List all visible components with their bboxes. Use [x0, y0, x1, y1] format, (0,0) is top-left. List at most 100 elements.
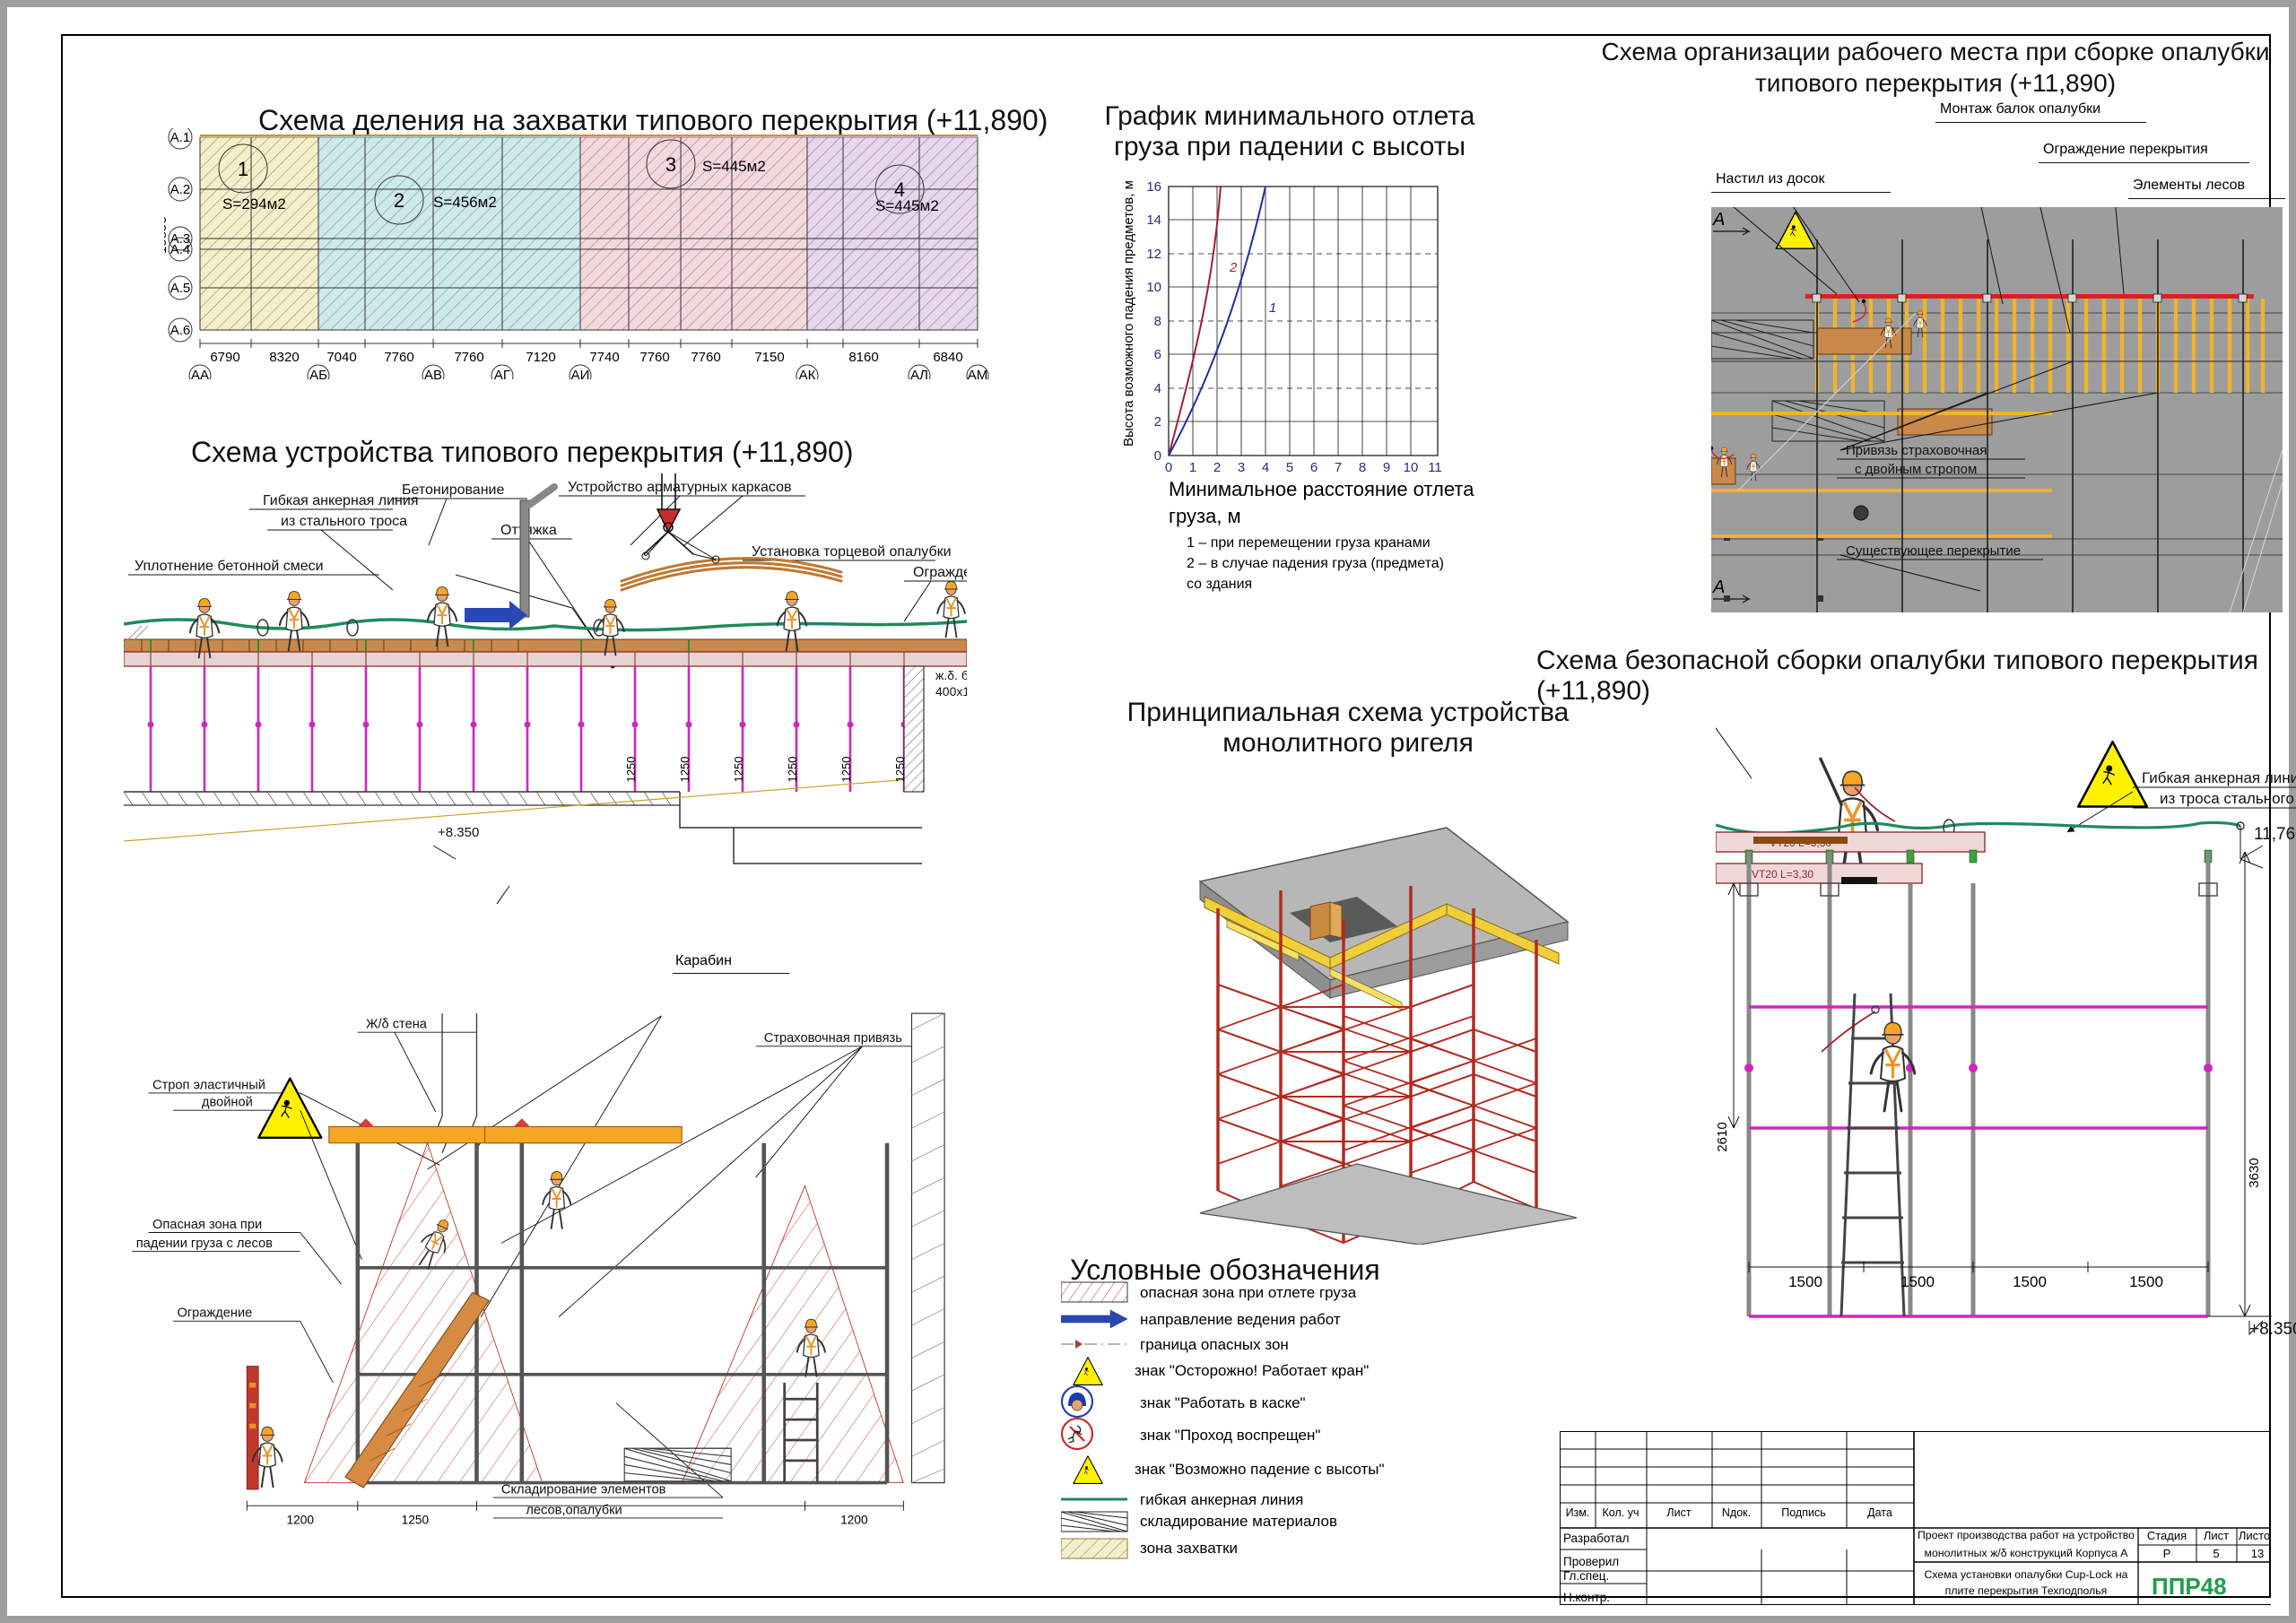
svg-text:+8.350: +8.350 [2249, 1320, 2296, 1339]
svg-text:Листов: Листов [2239, 1529, 2271, 1542]
svg-text:Строп эластичный: Строп эластичный [152, 1078, 265, 1092]
svg-text:двойной: двойной [202, 1096, 253, 1110]
svg-text:9: 9 [1383, 460, 1390, 475]
svg-text:19890: 19890 [164, 216, 170, 254]
svg-text:1500: 1500 [2129, 1273, 2163, 1290]
svg-text:VT20 L=3,30: VT20 L=3,30 [1752, 868, 1813, 881]
svg-text:AГ: AГ [494, 368, 510, 379]
svg-text:Гл.спец.: Гл.спец. [1563, 1569, 1609, 1583]
svg-text:8320: 8320 [269, 350, 299, 365]
svg-text:+8.350: +8.350 [438, 825, 479, 840]
svg-text:7150: 7150 [754, 350, 784, 365]
svg-text:A.6: A.6 [170, 323, 191, 338]
svg-text:Стадия: Стадия [2147, 1529, 2187, 1542]
svg-text:направление ведения работ: направление ведения работ [1140, 1311, 1341, 1328]
svg-text:7760: 7760 [454, 350, 483, 365]
svg-text:из стального троса: из стального троса [281, 514, 407, 529]
svg-text:A.2: A.2 [170, 182, 191, 197]
svg-text:из троса стального: из троса стального [2160, 790, 2294, 807]
svg-text:1500: 1500 [1900, 1273, 1935, 1290]
svg-text:Существующее перекрытие: Существующее перекрытие [1846, 543, 2021, 559]
svg-text:S=445м2: S=445м2 [702, 158, 766, 175]
svg-text:AИ: AИ [571, 368, 590, 379]
svg-text:Бетонирование: Бетонирование [402, 482, 504, 498]
svg-text:1200: 1200 [840, 1513, 868, 1526]
svg-text:2: 2 [1213, 460, 1221, 475]
svg-text:16: 16 [1146, 179, 1161, 195]
svg-text:A.5: A.5 [170, 281, 191, 296]
svg-text:1: 1 [238, 158, 248, 180]
svg-text:Минимальное расстояние отлета: Минимальное расстояние отлета [1169, 478, 1474, 500]
svg-text:1500: 1500 [2013, 1273, 2047, 1290]
svg-text:AВ: AВ [424, 368, 442, 379]
svg-text:Ограждение: Ограждение [913, 565, 967, 580]
svg-text:плите перекрытия Техподполья: плите перекрытия Техподполья [1945, 1584, 2108, 1597]
svg-text:ППР48: ППР48 [2152, 1573, 2227, 1600]
svg-text:Высота возможного падения пред: Высота возможного падения предметов, м [1121, 180, 1136, 447]
svg-text:0: 0 [1165, 460, 1172, 475]
svg-text:1250: 1250 [893, 757, 907, 783]
svg-text:1250: 1250 [839, 757, 853, 783]
svg-text:Разработал: Разработал [1563, 1532, 1629, 1545]
svg-text:Проверил: Проверил [1563, 1555, 1619, 1568]
svg-text:Р: Р [2163, 1547, 2171, 1560]
svg-text:5: 5 [1286, 460, 1293, 475]
svg-text:3: 3 [665, 153, 676, 176]
svg-text:1: 1 [1269, 300, 1276, 316]
svg-text:A: A [1712, 577, 1725, 597]
svg-text:7: 7 [1335, 460, 1342, 475]
svg-text:AБ: AБ [309, 368, 327, 379]
svg-text:знак "Осторожно! Работает кран: знак "Осторожно! Работает кран" [1135, 1362, 1369, 1379]
svg-text:Лист: Лист [2204, 1529, 2229, 1542]
svg-text:Н.контр.: Н.контр. [1563, 1591, 1610, 1604]
svg-text:Установка торцевой опалубки: Установка торцевой опалубки [752, 544, 952, 560]
svg-text:Nдок.: Nдок. [1722, 1506, 1751, 1519]
svg-text:S=456м2: S=456м2 [433, 194, 497, 211]
svg-text:S=445м2: S=445м2 [875, 197, 939, 214]
svg-text:AК: AК [799, 368, 816, 379]
svg-text:7760: 7760 [639, 350, 669, 365]
svg-text:ж.δ. балка: ж.δ. балка [935, 668, 967, 682]
svg-text:Схема установки опалубки Cup-L: Схема установки опалубки Cup-Lock на [1925, 1568, 2128, 1581]
svg-text:AМ: AМ [968, 368, 988, 379]
svg-text:2: 2 [394, 189, 404, 212]
svg-text:зона захватки: зона захватки [1140, 1540, 1238, 1557]
svg-text:4: 4 [1154, 381, 1161, 396]
svg-text:12: 12 [1146, 247, 1161, 262]
svg-text:7760: 7760 [691, 350, 720, 365]
svg-text:S=294м2: S=294м2 [222, 195, 286, 213]
svg-text:Гибкая анкерная линия: Гибкая анкерная линия [263, 493, 419, 508]
svg-text:знак "Проход воспрещен": знак "Проход воспрещен" [1140, 1427, 1320, 1444]
svg-text:Страховочная привязь: Страховочная привязь [764, 1031, 902, 1046]
svg-text:Гибкая анкерная линия: Гибкая анкерная линия [2142, 769, 2296, 786]
svg-text:Ограждение: Ограждение [177, 1306, 252, 1321]
svg-text:со здания: со здания [1187, 577, 1252, 592]
svg-text:Кол. уч: Кол. уч [1603, 1506, 1639, 1519]
svg-text:граница опасных зон: граница опасных зон [1140, 1336, 1289, 1353]
svg-text:10: 10 [1404, 460, 1419, 475]
svg-text:Проект производства работ на у: Проект производства работ на устройство [1918, 1529, 2135, 1541]
svg-text:8: 8 [1359, 460, 1366, 475]
svg-text:знак "Работать в каске": знак "Работать в каске" [1140, 1394, 1306, 1411]
svg-text:0: 0 [1154, 448, 1161, 464]
svg-text:6840: 6840 [933, 350, 962, 365]
svg-text:Лист: Лист [1666, 1506, 1691, 1519]
svg-text:2: 2 [1229, 260, 1238, 275]
svg-text:8: 8 [1154, 314, 1161, 329]
svg-text:Ж/δ стена: Ж/δ стена [366, 1018, 428, 1032]
svg-text:A.4: A.4 [170, 242, 191, 257]
svg-text:падении груза с лесов: падении груза с лесов [136, 1237, 273, 1251]
svg-text:1500: 1500 [1788, 1273, 1822, 1290]
svg-text:знак "Возможно падение с высот: знак "Возможно падение с высоты" [1135, 1461, 1385, 1478]
svg-text:3: 3 [1238, 460, 1245, 475]
svg-text:13: 13 [2251, 1547, 2264, 1560]
svg-text:7740: 7740 [589, 350, 619, 365]
svg-text:8160: 8160 [848, 350, 878, 365]
svg-text:1: 1 [1189, 460, 1196, 475]
svg-text:Изм.: Изм. [1566, 1506, 1590, 1519]
svg-text:1 – при перемещении груза кран: 1 – при перемещении груза кранами [1187, 535, 1431, 551]
svg-text:7040: 7040 [326, 350, 356, 365]
svg-text:14: 14 [1146, 213, 1161, 228]
svg-text:11,760: 11,760 [2254, 825, 2296, 844]
svg-text:10: 10 [1146, 280, 1161, 295]
